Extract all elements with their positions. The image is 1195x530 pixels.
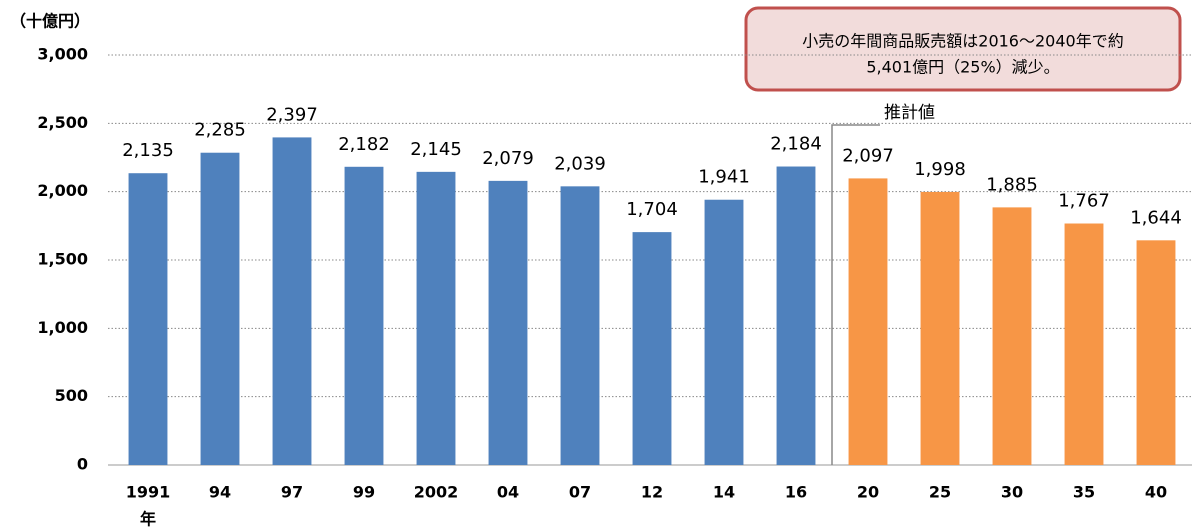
bar: [488, 180, 528, 465]
estimate-divider: [831, 124, 880, 465]
bar: [560, 186, 600, 465]
value-label: 2,397: [266, 104, 318, 125]
bar: [704, 199, 744, 466]
y-unit: （十億円）: [10, 12, 90, 31]
value-label: 1,704: [626, 199, 678, 220]
value-label: 1,998: [914, 159, 966, 180]
bar: [632, 232, 672, 465]
estimate-label: 推計値: [884, 103, 935, 123]
bar: [1064, 223, 1104, 465]
value-label: 1,644: [1130, 207, 1182, 228]
value-label: 2,039: [554, 153, 606, 174]
y-tick-label: 2,000: [37, 181, 88, 200]
x-tick-label: 30: [1001, 483, 1023, 502]
bar: [416, 171, 456, 465]
annotation-line: 5,401億円（25%）減少。: [866, 58, 1059, 77]
x-tick-label: 2002: [414, 483, 459, 502]
x-tick-label: 1991: [126, 483, 171, 502]
x-tick-label: 04: [497, 483, 519, 502]
y-tick-label: 2,500: [37, 113, 88, 132]
value-label: 2,285: [194, 120, 246, 141]
value-label: 2,135: [122, 140, 174, 161]
y-tick-label: 500: [55, 386, 88, 405]
annotation-line: 小売の年間商品販売額は2016～2040年で約: [802, 32, 1123, 51]
x-tick-label: 99: [353, 483, 375, 502]
value-label: 1,767: [1058, 191, 1110, 212]
annotation-box: [744, 6, 1182, 92]
y-tick-label: 3,000: [37, 45, 88, 64]
value-label: 1,941: [698, 167, 750, 188]
value-label: 2,097: [842, 145, 894, 166]
bar: [1136, 240, 1176, 465]
bar: [776, 166, 816, 465]
x-tick-label: 97: [281, 483, 303, 502]
bar: [344, 166, 384, 465]
x-tick-label: 40: [1145, 483, 1167, 502]
value-label: 2,184: [770, 134, 822, 155]
value-label: 1,885: [986, 174, 1038, 195]
x-tick-label: 12: [641, 483, 663, 502]
x-tick-label: 07: [569, 483, 591, 502]
x-tick-label: 94: [209, 483, 231, 502]
bar: [128, 173, 168, 465]
bar: [200, 152, 240, 465]
bar: [920, 191, 960, 465]
y-tick-label: 0: [77, 455, 88, 474]
x-tick-label: 35: [1073, 483, 1095, 502]
x-tick-label: 16: [785, 483, 807, 502]
y-tick-label: 1,500: [37, 250, 88, 269]
bar: [992, 207, 1032, 465]
x-tick-label: 14: [713, 483, 735, 502]
value-label: 2,182: [338, 134, 390, 155]
value-label: 2,145: [410, 139, 462, 160]
value-label: 2,079: [482, 148, 534, 169]
x-tick-label: 25: [929, 483, 951, 502]
bar: [272, 137, 312, 465]
x-unit: 年: [140, 510, 156, 529]
bar: [848, 178, 888, 465]
x-tick-label: 20: [857, 483, 879, 502]
y-tick-label: 1,000: [37, 318, 88, 337]
